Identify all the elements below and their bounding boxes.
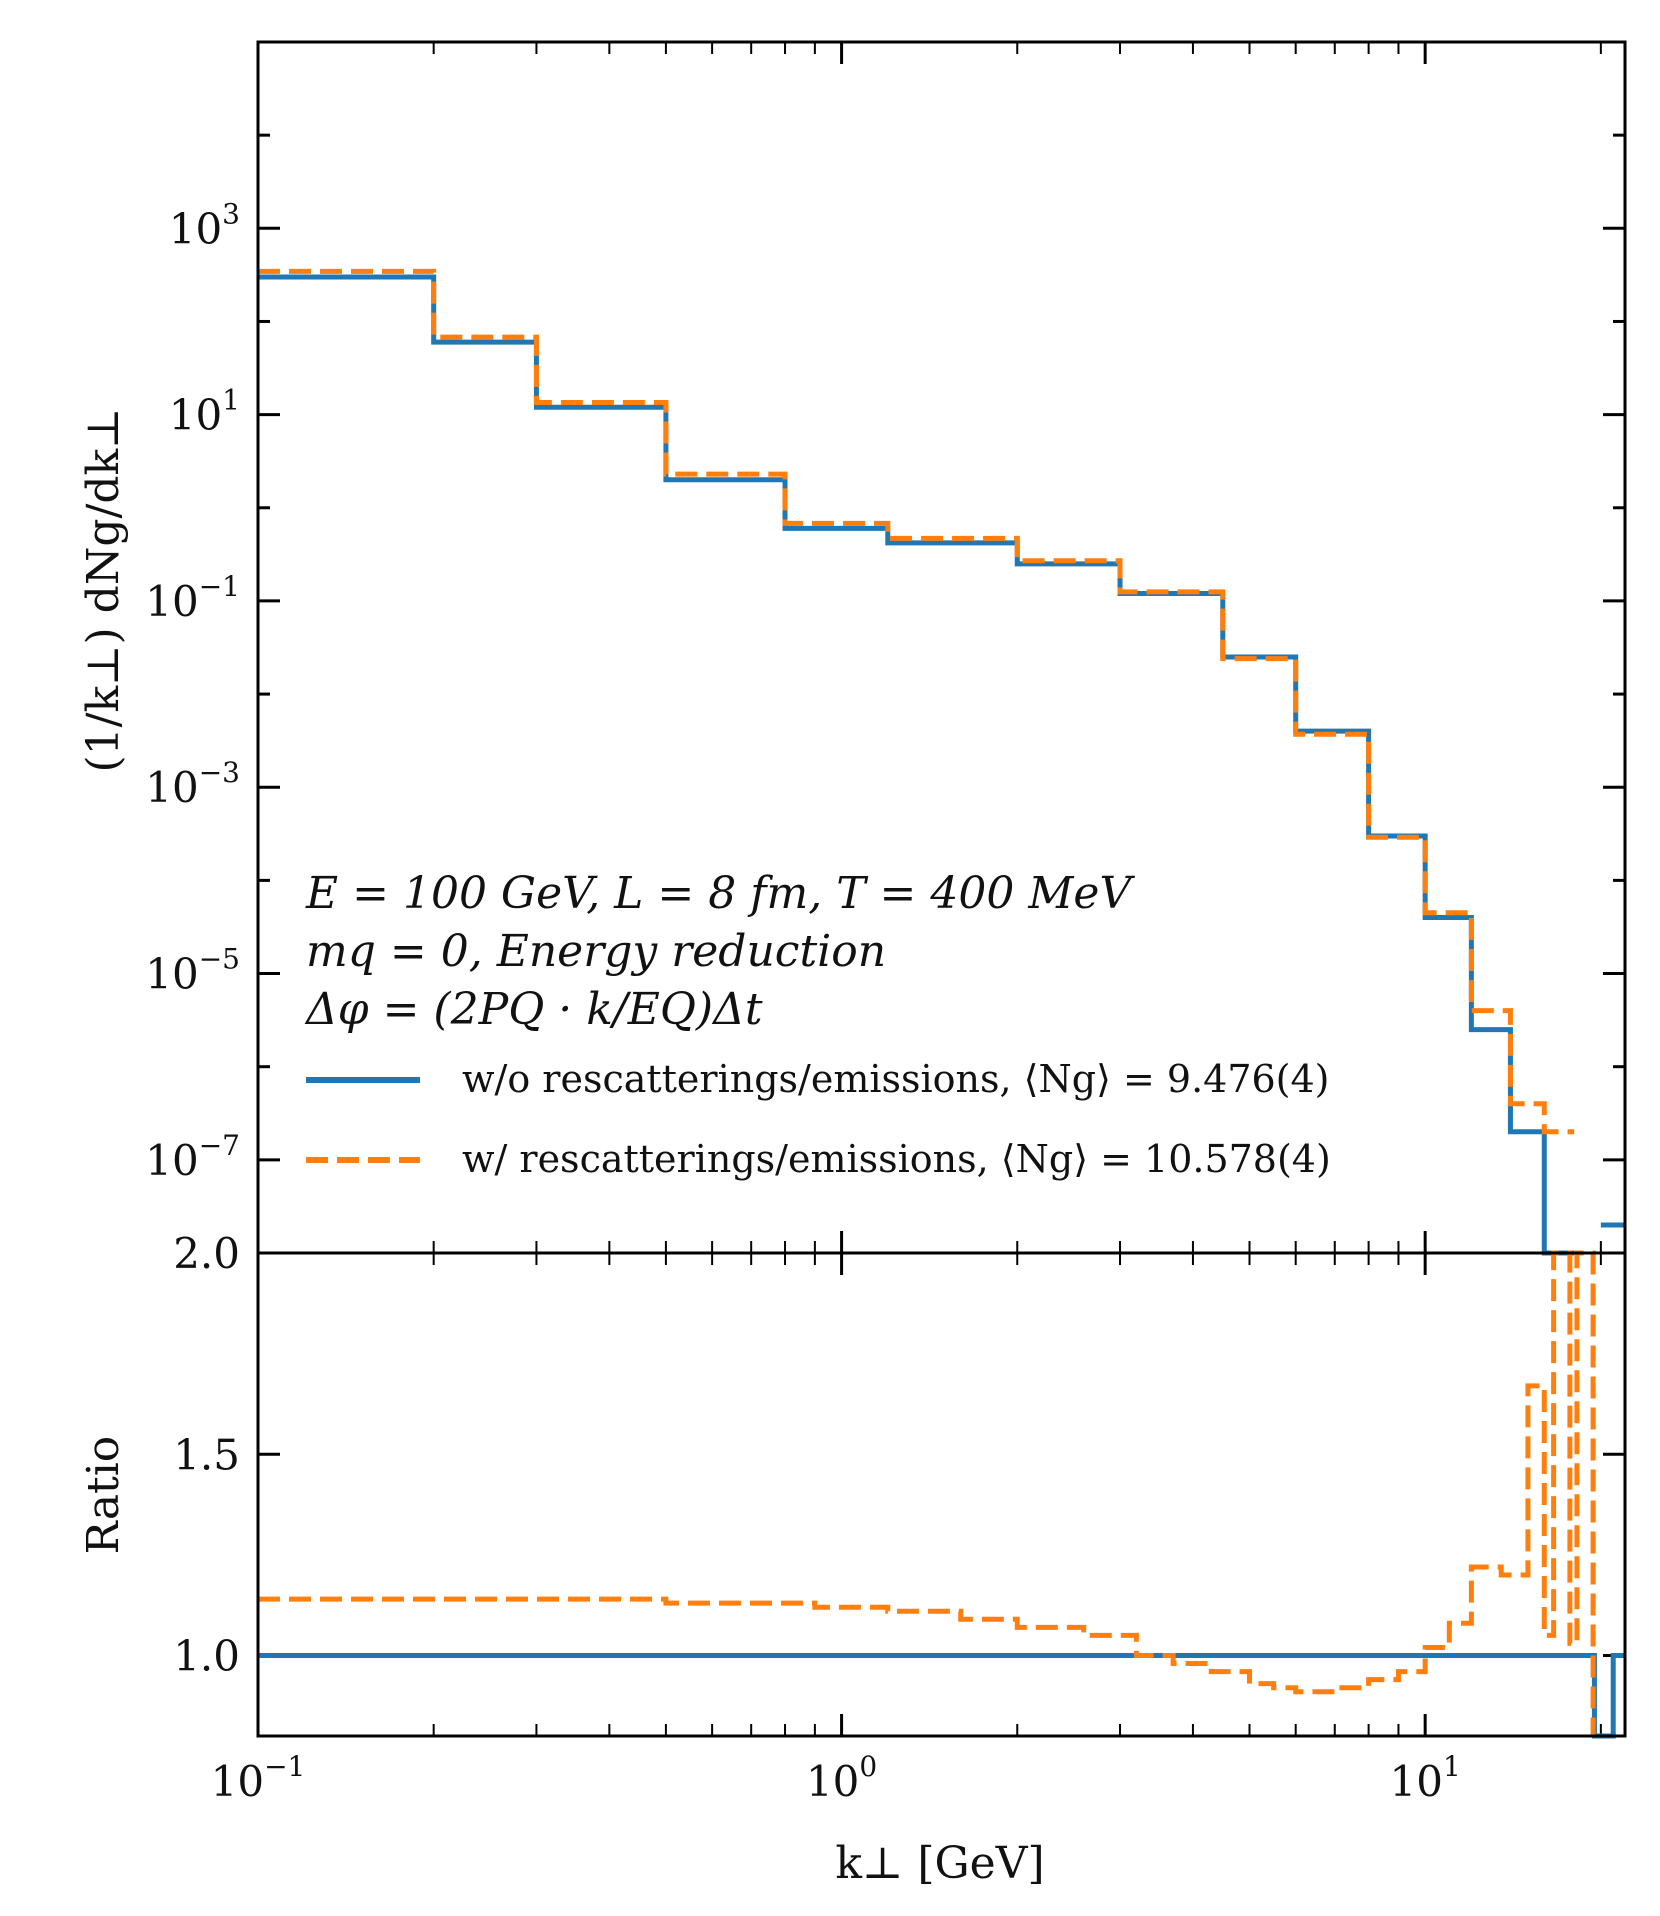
bottom-ticks bbox=[256, 1251, 1625, 1736]
x-tick-label: 10−1 bbox=[211, 1750, 306, 1806]
y-tick-label: 10−3 bbox=[145, 756, 240, 812]
bottom-ytick-labels: 2.0 1.5 1.0 bbox=[173, 1229, 240, 1681]
legend: w/o rescatterings/emissions, ⟨Ng⟩ = 9.47… bbox=[306, 1057, 1331, 1181]
y-tick-label: 10−1 bbox=[145, 570, 240, 626]
top-ticks bbox=[256, 40, 1625, 1255]
y-tick-label: 10−7 bbox=[145, 1129, 240, 1185]
bottom-series bbox=[258, 1250, 1625, 1739]
x-tick-label: 101 bbox=[1390, 1750, 1461, 1806]
annotation-line: Δφ = (2PQ · k/EQ)Δt bbox=[304, 984, 763, 1035]
annotation-line: mq = 0, Energy reduction bbox=[306, 926, 886, 977]
y-tick-label: 2.0 bbox=[173, 1229, 240, 1278]
y-tick-label: 10−5 bbox=[145, 943, 240, 999]
series-with-rescatterings bbox=[258, 268, 1575, 1135]
y-tick-label: 101 bbox=[169, 384, 240, 440]
legend-label: w/o rescatterings/emissions, ⟨Ng⟩ = 9.47… bbox=[462, 1057, 1330, 1101]
top-panel: 103 101 10−1 10−3 10−5 10−7 E = 100 GeV, L = … bbox=[145, 40, 1627, 1256]
y-tick-label: 1.0 bbox=[173, 1632, 240, 1681]
ratio-baseline bbox=[258, 1653, 1625, 1739]
y-tick-label: 1.5 bbox=[173, 1430, 240, 1479]
x-tick-label: 100 bbox=[806, 1750, 877, 1806]
top-series bbox=[258, 268, 1625, 1256]
bottom-panel: 2.0 1.5 1.0 10−1 100 101 bbox=[173, 1229, 1627, 1806]
bottom-panel-frame bbox=[256, 1251, 1627, 1738]
x-axis-label: k⊥ [GeV] bbox=[835, 1838, 1044, 1889]
top-y-axis-label: (1/k⊥) dNg/dk⊥ bbox=[78, 407, 129, 772]
bottom-y-axis-label: Ratio bbox=[78, 1436, 129, 1555]
xtick-labels: 10−1 100 101 bbox=[211, 1750, 1461, 1806]
legend-label: w/ rescatterings/emissions, ⟨Ng⟩ = 10.57… bbox=[462, 1137, 1331, 1181]
series-without-rescatterings bbox=[258, 274, 1625, 1256]
top-ytick-labels: 103 101 10−1 10−3 10−5 10−7 bbox=[145, 197, 240, 1185]
annotation-block: E = 100 GeV, L = 8 fm, T = 400 MeV mq = 0… bbox=[304, 868, 1135, 1035]
y-tick-label: 103 bbox=[169, 197, 240, 253]
ratio-series-with-rescatterings bbox=[258, 1250, 1596, 1736]
annotation-line: E = 100 GeV, L = 8 fm, T = 400 MeV bbox=[305, 868, 1135, 919]
